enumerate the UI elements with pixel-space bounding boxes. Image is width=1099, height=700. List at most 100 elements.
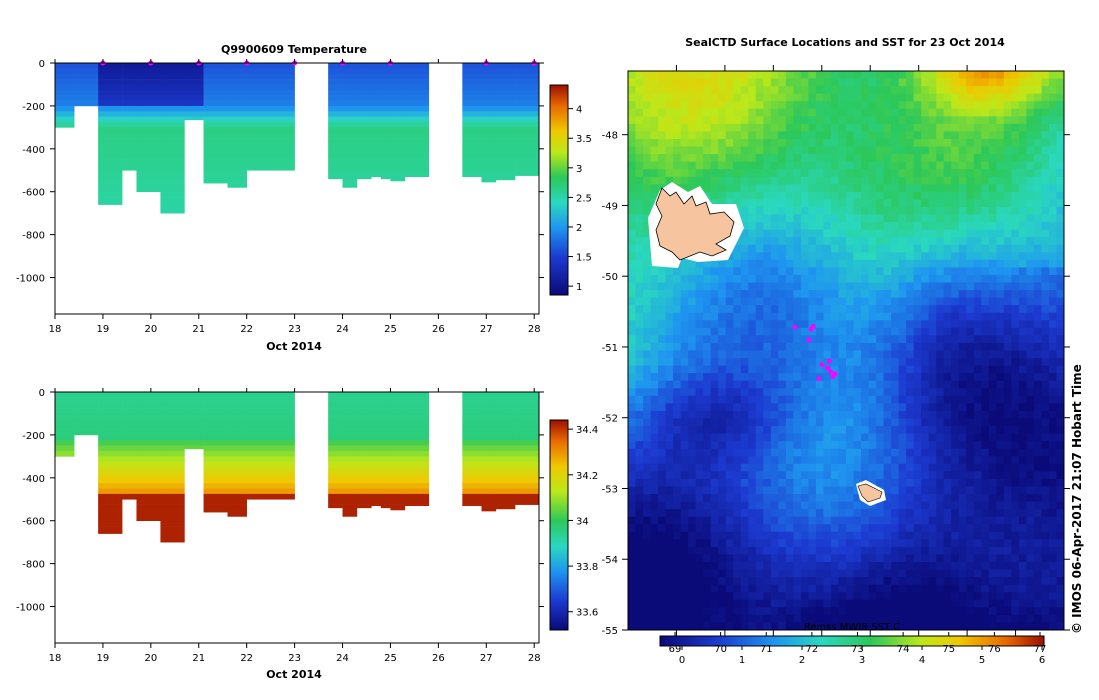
temperature-cell	[328, 68, 343, 75]
sst-cell	[951, 546, 960, 555]
sst-cell	[718, 86, 727, 95]
sst-cell	[838, 486, 847, 495]
sst-cell	[808, 418, 817, 427]
sst-cell	[785, 290, 794, 299]
salinity-cell	[515, 397, 540, 404]
temperature-cell	[462, 63, 482, 69]
y-tick-label: -600	[22, 517, 45, 528]
sst-cell	[868, 305, 877, 314]
sst-cell	[628, 267, 636, 276]
salinity-cell	[74, 402, 99, 409]
sst-cell	[868, 577, 877, 586]
temperature-cell	[380, 132, 391, 139]
sst-cell	[740, 562, 749, 570]
sst-cell	[1018, 199, 1027, 208]
sst-cell	[1026, 494, 1035, 502]
sst-cell	[838, 539, 847, 548]
sst-cell	[846, 78, 854, 87]
sst-cell	[793, 78, 802, 87]
sst-cell	[718, 335, 727, 344]
salinity-cell	[404, 440, 430, 446]
sst-cell	[823, 456, 832, 465]
sst-cell	[898, 312, 907, 321]
sst-cell	[973, 524, 982, 533]
sst-cell	[785, 456, 794, 465]
temperature-cell	[404, 159, 430, 166]
temperature-section	[55, 63, 540, 214]
sst-cell	[815, 229, 824, 238]
sst-cell	[988, 350, 997, 359]
sst-cell	[830, 494, 839, 502]
sst-cell	[853, 138, 862, 147]
sst-cell	[913, 418, 922, 427]
sst-cell	[906, 312, 915, 321]
salinity-cell	[495, 440, 516, 446]
sst-cell	[898, 426, 907, 434]
temperature-cell	[380, 164, 391, 171]
sst-cell	[1033, 577, 1042, 586]
sst-cell	[853, 395, 862, 404]
sst-cell	[951, 222, 960, 231]
temperature-cell	[246, 148, 295, 155]
sst-cell	[808, 305, 817, 314]
sst-cell	[763, 86, 772, 95]
sst-cell	[770, 267, 779, 276]
sst-cell	[928, 418, 937, 427]
sst-cell	[800, 161, 809, 170]
sst-cell	[981, 71, 990, 79]
sst-cell	[815, 531, 824, 540]
salinity-cell	[122, 456, 137, 463]
salinity-cell	[371, 499, 382, 505]
sst-cell	[808, 494, 817, 502]
temperature-cell	[462, 111, 482, 117]
sst-cell	[665, 131, 674, 140]
sst-cell	[793, 169, 802, 178]
sst-cell	[898, 516, 907, 525]
temperature-cell	[136, 111, 161, 117]
sst-cell	[628, 388, 636, 397]
sst-cell	[703, 290, 712, 299]
salinity-cell	[390, 434, 406, 441]
sst-cell	[1011, 282, 1020, 291]
temperature-cell	[462, 100, 482, 107]
sst-cell	[846, 138, 854, 147]
sst-cell	[921, 373, 930, 382]
sst-cell	[958, 116, 967, 125]
sst-cell	[830, 577, 839, 586]
sst-cell	[808, 146, 817, 155]
sst-cell	[673, 463, 682, 472]
sst-cell	[883, 395, 892, 404]
sst-cell	[996, 327, 1005, 336]
sst-cell	[778, 229, 787, 238]
sst-cell	[846, 131, 854, 140]
sst-cell	[936, 93, 945, 102]
sst-cell	[876, 539, 884, 548]
sst-cell	[680, 569, 689, 578]
x-tick-label: 23	[288, 324, 301, 335]
sst-cell	[688, 267, 697, 276]
sst-cell	[906, 494, 915, 502]
salinity-cell	[462, 504, 482, 506]
sst-cell	[778, 78, 787, 87]
sst-cell	[898, 169, 907, 178]
sst-cell	[943, 365, 952, 374]
sst-cell	[868, 290, 877, 299]
sst-cell	[793, 229, 802, 238]
sst-cell	[725, 501, 734, 510]
sst-cell	[1056, 191, 1064, 200]
sst-cell	[846, 562, 854, 570]
sst-cell	[838, 448, 847, 457]
sst-cell	[830, 486, 839, 495]
sst-cell	[1056, 441, 1064, 450]
sst-cell	[921, 342, 930, 351]
sst-cell	[1048, 516, 1057, 525]
sst-cell	[680, 410, 689, 419]
sst-cell	[1018, 516, 1027, 525]
sst-cell	[838, 327, 847, 336]
sst-cell	[943, 494, 952, 502]
sst-cell	[921, 433, 930, 442]
sst-cell	[665, 577, 674, 586]
sst-cell	[1011, 441, 1020, 450]
sst-cell	[703, 320, 712, 329]
sst-cell	[695, 350, 704, 359]
